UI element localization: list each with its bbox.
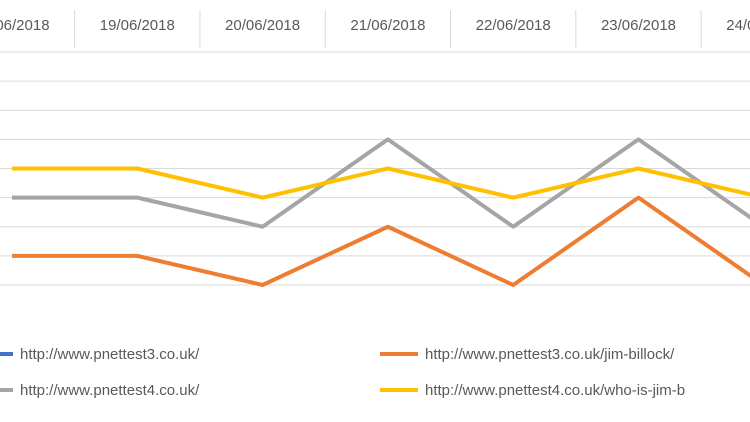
x-tick-label: 22/06/2018 [476,17,551,34]
series-line [12,166,750,200]
x-tick-label: 24/06/2018 [726,17,750,34]
x-tick-label: 23/06/2018 [601,17,676,34]
x-tick-label: 20/06/2018 [225,17,300,34]
x-tick-label: 18/06/2018 [0,17,50,34]
legend-label: http://www.pnettest3.co.uk/ [20,346,200,363]
x-tick-label: 19/06/2018 [100,17,175,34]
series-line [12,195,750,287]
series-line [12,137,750,229]
legend-label: http://www.pnettest3.co.uk/jim-billock/ [425,346,675,363]
x-tick-label: 21/06/2018 [350,17,425,34]
legend-label: http://www.pnettest4.co.uk/who-is-jim-b [425,382,685,399]
legend-label: http://www.pnettest4.co.uk/ [20,382,200,399]
